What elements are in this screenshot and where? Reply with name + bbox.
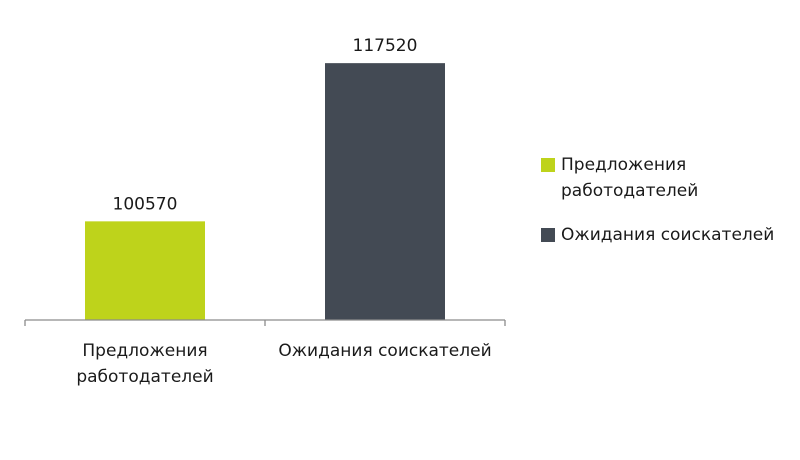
- legend-label: Предложения работодателей: [561, 155, 699, 201]
- bar: [85, 221, 205, 320]
- legend-item: Предложения работодателей: [541, 152, 796, 204]
- legend-item: Ожидания соискателей: [541, 222, 796, 248]
- x-tick-label: Предложения работодателей: [76, 341, 214, 387]
- bar: [325, 63, 445, 320]
- legend-swatch: [541, 158, 555, 172]
- x-tick-label: Ожидания соискателей: [278, 341, 492, 361]
- value-label: 100570: [113, 194, 178, 214]
- legend-swatch: [541, 228, 555, 242]
- legend-label: Ожидания соискателей: [561, 225, 775, 245]
- value-label: 117520: [353, 36, 418, 56]
